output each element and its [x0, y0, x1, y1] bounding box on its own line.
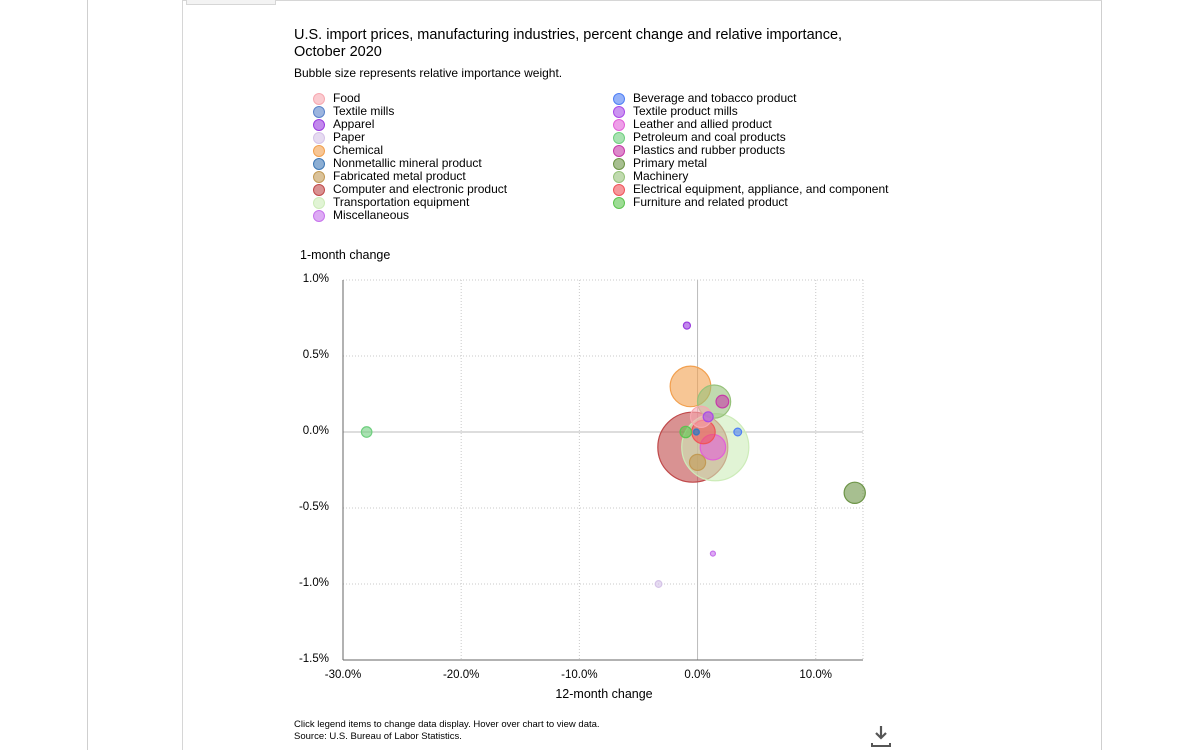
legend-label: Petroleum and coal products [633, 130, 786, 144]
legend-marker [313, 144, 325, 157]
y-tick-label: -1.5% [298, 653, 329, 665]
legend-item[interactable]: Petroleum and coal products [613, 131, 786, 144]
legend-marker [313, 170, 325, 183]
x-tick-label: -20.0% [442, 669, 480, 681]
legend-label: Furniture and related product [633, 195, 788, 209]
legend-item[interactable]: Machinery [613, 170, 688, 183]
legend-marker [613, 118, 625, 131]
legend-item[interactable]: Plastics and rubber products [613, 144, 785, 157]
legend-item[interactable]: Chemical [313, 144, 383, 157]
legend-label: Transportation equipment [333, 195, 470, 209]
legend-item[interactable]: Computer and electronic product [313, 183, 507, 196]
bubble-plastics-and-rubber-products[interactable]: Plastics and rubber products [715, 394, 730, 409]
y-tick-label: 0.5% [302, 349, 329, 361]
x-tick-label: -10.0% [561, 669, 598, 681]
legend-item[interactable]: Textile product mills [613, 105, 738, 118]
bubble-miscellaneous[interactable]: Miscellaneous [709, 550, 717, 557]
bubble-primary-metal[interactable]: Primary metal [843, 481, 866, 505]
legend-label: Paper [333, 130, 366, 144]
legend-label: Electrical equipment, appliance, and com… [633, 182, 889, 196]
legend-label: Food [333, 91, 361, 105]
legend-marker [613, 105, 625, 118]
legend-label: Apparel [333, 117, 375, 131]
legend-item[interactable]: Transportation equipment [313, 196, 469, 209]
legend-marker [613, 144, 625, 157]
page-frame-right [1101, 0, 1102, 750]
legend-marker [613, 157, 625, 170]
legend-marker [613, 131, 625, 144]
footnote-source: Source: U.S. Bureau of Labor Statistics. [294, 731, 462, 742]
x-axis-label: 12-month change [555, 687, 653, 701]
legend-label: Computer and electronic product [333, 182, 508, 196]
y-tick-label: 0.0% [302, 425, 329, 437]
legend-marker [313, 105, 325, 118]
legend-label: Machinery [633, 169, 689, 183]
x-tick-label: 10.0% [799, 669, 833, 681]
legend-label: Leather and allied product [633, 117, 772, 131]
bubble-fabricated-metal-product[interactable]: Fabricated metal product [688, 453, 707, 472]
legend-label: Textile mills [333, 104, 395, 118]
legend-item[interactable]: Apparel [313, 118, 374, 131]
y-tick-label: -1.0% [298, 577, 329, 589]
chart-legend: Food Beverage and tobacco product Textile … [313, 92, 913, 222]
legend-marker [313, 118, 325, 131]
legend-label: Primary metal [633, 156, 708, 170]
legend-item[interactable]: Furniture and related product [613, 196, 788, 209]
legend-marker [613, 183, 625, 196]
legend-label: Nonmetallic mineral product [333, 156, 482, 170]
legend-item[interactable]: Paper [313, 131, 365, 144]
legend-item[interactable]: Miscellaneous [313, 209, 409, 222]
bubble-textile-product-mills[interactable]: Textile product mills [702, 411, 714, 423]
legend-item[interactable]: Fabricated metal product [313, 170, 466, 183]
tab-stub[interactable] [186, 0, 276, 5]
bubble-petroleum-and-coal-products[interactable]: Petroleum and coal products [360, 426, 373, 438]
legend-marker [613, 196, 625, 209]
footnote-instructions: Click legend items to change data displa… [294, 719, 600, 730]
legend-label: Beverage and tobacco product [633, 91, 797, 105]
legend-marker [613, 92, 625, 105]
y-axis-label: 1-month change [300, 248, 391, 262]
x-tick-label: 0.0% [684, 669, 711, 681]
legend-marker [313, 131, 325, 144]
legend-item[interactable]: Electrical equipment, appliance, and com… [613, 183, 889, 196]
legend-label: Textile product mills [633, 104, 738, 118]
page-frame-left [87, 0, 88, 750]
y-tick-label: -0.5% [298, 501, 329, 513]
legend-item[interactable]: Nonmetallic mineral product [313, 157, 482, 170]
download-icon[interactable] [870, 724, 892, 748]
legend-marker [613, 170, 625, 183]
legend-label: Chemical [333, 143, 384, 157]
legend-marker [313, 92, 325, 105]
x-tick-label: -30.0% [324, 669, 362, 681]
chart-subtitle: Bubble size represents relative importan… [294, 66, 563, 80]
legend-marker [313, 196, 325, 209]
chart-panel [182, 0, 1102, 750]
legend-label: Fabricated metal product [333, 169, 466, 183]
bubble-beverage-and-tobacco-product[interactable]: Beverage and tobacco product [733, 427, 743, 437]
chart-title: U.S. import prices, manufacturing indust… [294, 27, 843, 60]
bubble-nonmetallic-mineral-product[interactable]: Nonmetallic mineral product [693, 428, 700, 436]
legend-item[interactable]: Beverage and tobacco product [613, 92, 796, 105]
legend-item[interactable]: Food [313, 92, 360, 105]
legend-label: Plastics and rubber products [633, 143, 786, 157]
bubble-apparel[interactable]: Apparel [682, 321, 692, 330]
legend-item[interactable]: Primary metal [613, 157, 707, 170]
y-tick-label: 1.0% [302, 273, 329, 285]
legend-marker [313, 183, 325, 196]
legend-label: Miscellaneous [333, 208, 410, 222]
legend-item[interactable]: Leather and allied product [613, 118, 772, 131]
bubble-paper[interactable]: Paper [654, 580, 663, 588]
bubble-furniture-and-related-product[interactable]: Furniture and related product [679, 425, 693, 439]
legend-item[interactable]: Textile mills [313, 105, 394, 118]
legend-marker [313, 209, 325, 222]
legend-marker [313, 157, 325, 170]
